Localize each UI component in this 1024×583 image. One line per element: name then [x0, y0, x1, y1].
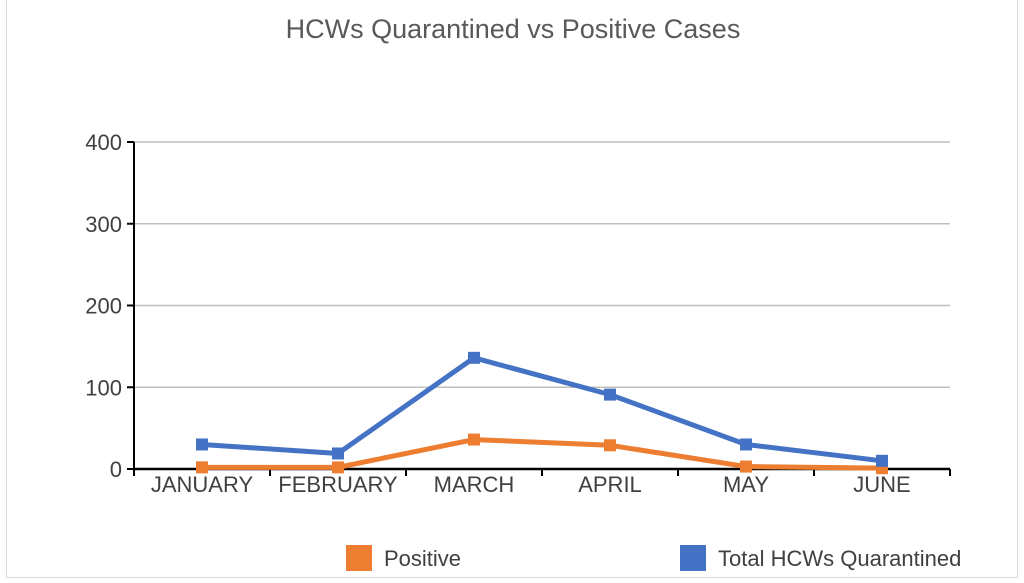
- series-positive: [196, 433, 888, 475]
- x-tick-label: JUNE: [853, 472, 910, 497]
- chart-frame: [6, 0, 1018, 578]
- legend-label: Total HCWs Quarantined: [718, 546, 961, 571]
- y-tick-label: 100: [85, 375, 122, 400]
- y-tick-label: 300: [85, 212, 122, 237]
- data-point: [604, 388, 616, 401]
- data-point: [740, 460, 752, 473]
- data-point: [604, 439, 616, 452]
- data-point: [196, 461, 208, 474]
- x-tick-label: MAY: [723, 472, 769, 497]
- y-tick-label: 400: [85, 130, 122, 155]
- legend: Positive Total HCWs Quarantined: [346, 545, 961, 571]
- data-point: [876, 454, 888, 467]
- legend-swatch: [680, 545, 706, 571]
- x-tick-label: MARCH: [434, 472, 515, 497]
- series-line: [199, 437, 885, 471]
- chart-title: HCWs Quarantined vs Positive Cases: [286, 14, 741, 44]
- x-tick-label: FEBRUARY: [278, 472, 398, 497]
- series-layer: [196, 351, 888, 475]
- data-point: [740, 438, 752, 451]
- x-axis-ticks: JANUARY FEBRUARY MARCH APRIL MAY JUNE: [133, 142, 951, 497]
- gridlines: [134, 141, 950, 388]
- data-point: [468, 351, 480, 364]
- data-point: [196, 438, 208, 451]
- x-tick-label: JANUARY: [151, 472, 254, 497]
- y-tick-label: 200: [85, 294, 122, 319]
- x-tick-label: APRIL: [578, 472, 642, 497]
- legend-label: Positive: [384, 546, 461, 571]
- data-point: [332, 461, 344, 474]
- y-axis-ticks: 0 100 200 300 400: [85, 130, 134, 482]
- data-point: [468, 433, 480, 446]
- series-line: [199, 355, 885, 464]
- data-point: [332, 447, 344, 460]
- y-tick-label: 0: [110, 457, 122, 482]
- legend-swatch: [346, 545, 372, 571]
- series-total-hcws-quarantined: [196, 351, 888, 467]
